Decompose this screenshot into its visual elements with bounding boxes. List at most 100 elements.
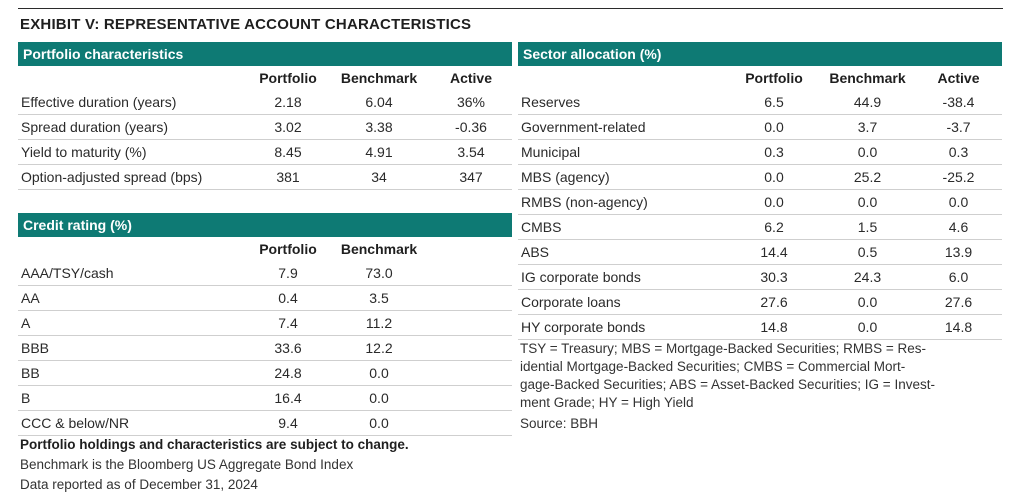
table-row: AAA/TSY/cash 7.9 73.0 <box>18 261 512 286</box>
empty-cell <box>430 335 512 361</box>
row-label: BBB <box>18 335 248 361</box>
active-value: -25.2 <box>915 164 1002 190</box>
abbreviations-note: TSY = Treasury; MBS = Mortgage-Backed Se… <box>520 340 1002 433</box>
active-value: 27.6 <box>915 289 1002 315</box>
portfolio-value: 30.3 <box>728 264 820 290</box>
benchmark-value: 0.5 <box>820 239 915 265</box>
row-label: MBS (agency) <box>518 164 728 190</box>
benchmark-value: 1.5 <box>820 214 915 240</box>
abbreviations-line: TSY = Treasury; MBS = Mortgage-Backed Se… <box>520 341 927 356</box>
row-label: ABS <box>518 239 728 265</box>
row-label: AAA/TSY/cash <box>18 261 248 286</box>
row-label: BB <box>18 360 248 386</box>
portfolio-value: 27.6 <box>728 289 820 315</box>
portfolio-value: 6.5 <box>728 90 820 115</box>
benchmark-value: 3.38 <box>328 114 430 140</box>
table-row: Option-adjusted spread (bps) 381 34 347 <box>18 164 512 190</box>
credit-rating-panel: Credit rating (%) Portfolio Benchmark AA… <box>18 213 512 436</box>
portfolio-characteristics-header: Portfolio characteristics <box>18 42 512 66</box>
benchmark-value: 3.7 <box>820 114 915 140</box>
holdings-note: Portfolio holdings and characteristics a… <box>20 437 409 452</box>
active-value: -0.36 <box>430 114 512 140</box>
benchmark-value: 0.0 <box>820 314 915 340</box>
credit-rating-table: Portfolio Benchmark AAA/TSY/cash 7.9 73.0 A… <box>18 237 512 436</box>
column-header-empty <box>430 237 512 261</box>
portfolio-value: 16.4 <box>248 385 328 411</box>
row-label: B <box>18 385 248 411</box>
sector-allocation-table: Portfolio Benchmark Active Reserves 6.5 44… <box>518 66 1002 340</box>
active-value: 0.3 <box>915 139 1002 165</box>
active-value: 3.54 <box>430 139 512 165</box>
portfolio-value: 3.02 <box>248 114 328 140</box>
benchmark-value: 24.3 <box>820 264 915 290</box>
portfolio-value: 24.8 <box>248 360 328 386</box>
column-header-label <box>18 66 248 90</box>
portfolio-value: 0.4 <box>248 285 328 311</box>
table-row: Yield to maturity (%) 8.45 4.91 3.54 <box>18 139 512 165</box>
portfolio-value: 8.45 <box>248 139 328 165</box>
portfolio-value: 7.9 <box>248 261 328 286</box>
table-row: ABS 14.4 0.5 13.9 <box>518 239 1002 265</box>
row-label: CCC & below/NR <box>18 410 248 436</box>
benchmark-value: 4.91 <box>328 139 430 165</box>
row-label: Corporate loans <box>518 289 728 315</box>
benchmark-value: 25.2 <box>820 164 915 190</box>
benchmark-value: 0.0 <box>820 189 915 215</box>
row-label: Municipal <box>518 139 728 165</box>
row-label: Effective duration (years) <box>18 90 248 115</box>
sector-allocation-header: Sector allocation (%) <box>518 42 1002 66</box>
row-label: Spread duration (years) <box>18 114 248 140</box>
column-header-portfolio: Portfolio <box>259 241 317 257</box>
active-value: -3.7 <box>915 114 1002 140</box>
table-row: Reserves 6.5 44.9 -38.4 <box>518 90 1002 115</box>
table-row: Effective duration (years) 2.18 6.04 36% <box>18 90 512 115</box>
credit-rating-header: Credit rating (%) <box>18 213 512 237</box>
active-value: 14.8 <box>915 314 1002 340</box>
column-header-portfolio: Portfolio <box>745 70 803 86</box>
table-row: RMBS (non-agency) 0.0 0.0 0.0 <box>518 189 1002 215</box>
row-label: Government-related <box>518 114 728 140</box>
column-header-active: Active <box>449 70 493 86</box>
source-note: Source: BBH <box>520 416 599 431</box>
table-row: Corporate loans 27.6 0.0 27.6 <box>518 289 1002 315</box>
column-header-label <box>518 66 728 90</box>
table-row: IG corporate bonds 30.3 24.3 6.0 <box>518 264 1002 290</box>
table-row: MBS (agency) 0.0 25.2 -25.2 <box>518 164 1002 190</box>
table-row: B 16.4 0.0 <box>18 385 512 411</box>
table-row: CCC & below/NR 9.4 0.0 <box>18 410 512 436</box>
row-label: HY corporate bonds <box>518 314 728 340</box>
empty-cell <box>430 285 512 311</box>
active-value: 13.9 <box>915 239 1002 265</box>
row-label: IG corporate bonds <box>518 264 728 290</box>
table-row: Government-related 0.0 3.7 -3.7 <box>518 114 1002 140</box>
table-row: A 7.4 11.2 <box>18 310 512 336</box>
empty-cell <box>430 310 512 336</box>
portfolio-value: 0.0 <box>728 164 820 190</box>
table-row: AA 0.4 3.5 <box>18 285 512 311</box>
row-label: Yield to maturity (%) <box>18 139 248 165</box>
portfolio-value: 0.3 <box>728 139 820 165</box>
abbreviations-line: gage-Backed Securities; ABS = Asset-Back… <box>520 377 935 392</box>
portfolio-value: 9.4 <box>248 410 328 436</box>
abbreviations-line: idential Mortgage-Backed Securities; CMB… <box>520 359 906 374</box>
benchmark-value: 11.2 <box>328 310 430 336</box>
benchmark-value: 3.5 <box>328 285 430 311</box>
portfolio-value: 6.2 <box>728 214 820 240</box>
table-row: BBB 33.6 12.2 <box>18 335 512 361</box>
as-of-note: Data reported as of December 31, 2024 <box>20 477 258 492</box>
top-rule <box>18 8 1003 9</box>
benchmark-value: 0.0 <box>328 410 430 436</box>
column-header-portfolio: Portfolio <box>259 70 317 86</box>
active-value: 4.6 <box>915 214 1002 240</box>
column-header-active: Active <box>937 70 980 86</box>
sector-allocation-panel: Sector allocation (%) Portfolio Benchmar… <box>518 42 1002 340</box>
portfolio-value: 0.0 <box>728 114 820 140</box>
portfolio-value: 33.6 <box>248 335 328 361</box>
benchmark-value: 44.9 <box>820 90 915 115</box>
table-header-row: Portfolio Benchmark Active <box>518 66 1002 90</box>
portfolio-characteristics-table: Portfolio Benchmark Active Effective dur… <box>18 66 512 190</box>
bottom-notes: Portfolio holdings and characteristics a… <box>20 435 514 495</box>
column-header-benchmark: Benchmark <box>340 241 418 257</box>
benchmark-value: 12.2 <box>328 335 430 361</box>
row-label: CMBS <box>518 214 728 240</box>
